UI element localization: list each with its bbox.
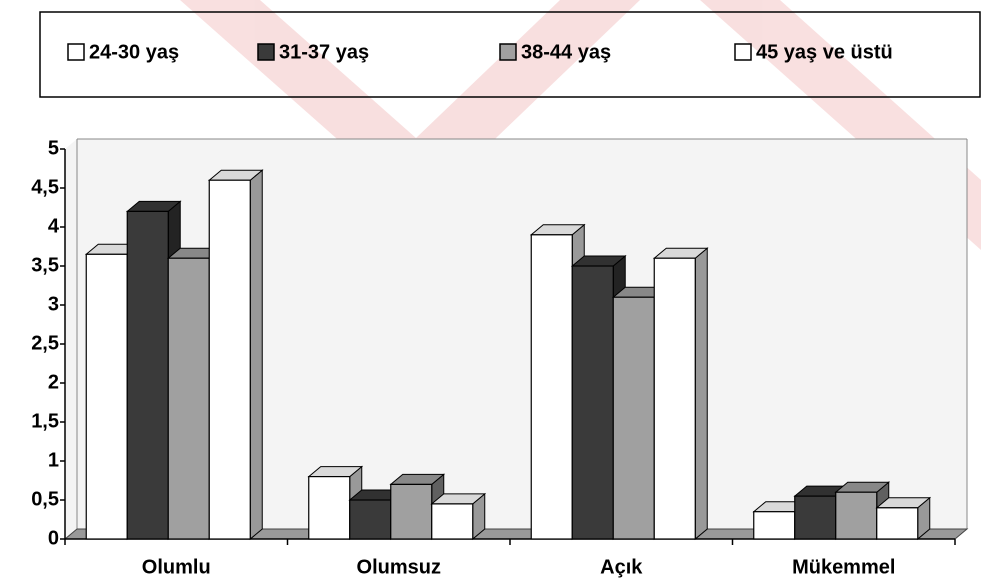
y-tick-label: 0,5	[31, 488, 59, 510]
legend-swatch	[67, 43, 85, 61]
bar-side	[249, 169, 263, 541]
y-tick-label: 5	[48, 137, 59, 159]
legend-label: 38-44 yaş	[521, 41, 611, 63]
y-tick-label: 2	[48, 371, 59, 393]
bar	[126, 210, 169, 540]
x-tick-label: Olumsuz	[357, 556, 441, 578]
bar	[571, 265, 614, 540]
bar	[876, 507, 919, 540]
y-tick-label: 1	[48, 449, 59, 471]
y-tick-label: 2,5	[31, 332, 59, 354]
legend-swatch	[499, 43, 517, 61]
bar	[308, 476, 351, 540]
legend-swatch	[257, 43, 275, 61]
bar-side	[694, 247, 708, 541]
bar	[390, 483, 433, 540]
legend-swatch	[734, 43, 752, 61]
legend-box	[39, 11, 981, 98]
bar	[653, 257, 696, 540]
y-tick-label: 0	[48, 527, 59, 549]
bar	[753, 511, 796, 540]
x-tick-label: Mükemmel	[792, 556, 895, 578]
legend-label: 45 yaş ve üstü	[756, 41, 893, 63]
legend-label: 24-30 yaş	[89, 41, 179, 63]
bar	[167, 257, 210, 540]
bar	[431, 503, 474, 540]
bar	[612, 296, 655, 540]
x-tick-label: Açık	[600, 556, 643, 578]
y-tick-label: 3,5	[31, 254, 59, 276]
bar	[530, 234, 573, 540]
bar	[208, 179, 251, 540]
y-tick-label: 4,5	[31, 176, 59, 198]
bar	[835, 491, 878, 540]
y-tick-label: 4	[48, 215, 60, 237]
y-tick-label: 3	[48, 293, 59, 315]
legend-label: 31-37 yaş	[279, 41, 369, 63]
x-tick-label: Olumlu	[142, 556, 211, 578]
y-tick-label: 1,5	[31, 410, 59, 432]
plot-wall	[65, 139, 967, 539]
bar	[85, 253, 128, 540]
bar	[794, 495, 837, 540]
bar	[349, 499, 392, 540]
